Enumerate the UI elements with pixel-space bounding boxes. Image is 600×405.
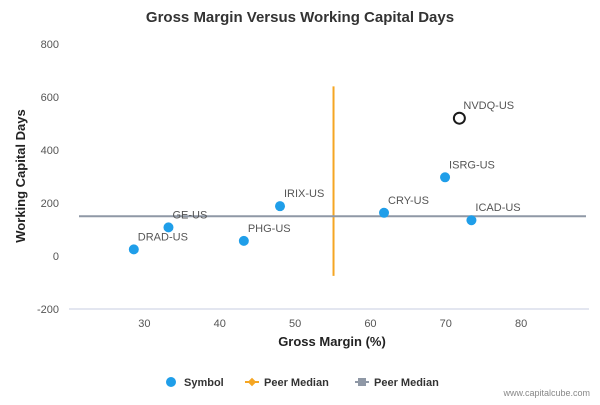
legend-label: Peer Median [374,377,439,389]
data-point [238,235,249,246]
legend-diamond-icon [247,377,257,387]
x-tick-label: 30 [138,318,150,330]
x-tick-label: 50 [289,318,301,330]
x-axis-label: Gross Margin (%) [278,334,386,349]
data-point-label: CRY-US [388,195,429,207]
data-point-label: ICAD-US [475,202,520,214]
data-point-label: PHG-US [248,223,291,235]
data-points: DRAD-US GE-US PHG-US IRIX-US CRY-US ISRG-US IC… [128,100,521,255]
legend-square-icon [358,378,366,386]
x-tick-label: 60 [364,318,376,330]
data-point [275,201,286,212]
y-tick-label: 0 [53,251,59,263]
watermark: www.capitalcube.com [502,388,590,398]
peer-median-lines [79,86,586,276]
data-point [440,172,451,183]
x-tick-label: 80 [515,318,527,330]
y-axis-label: Working Capital Days [13,109,28,242]
data-point [466,215,477,226]
data-point-highlight [452,111,466,125]
legend-dot-icon [166,377,176,387]
y-tick-label: 200 [41,198,59,210]
y-tick-label: 800 [41,39,59,51]
y-tick-labels: -200 0 200 400 600 800 [37,39,59,316]
chart-legend: Symbol Peer Median Peer Median [166,377,439,389]
data-point-label: NVDQ-US [463,100,514,112]
data-point-label: GE-US [172,209,207,221]
y-tick-label: -200 [37,304,59,316]
y-tick-label: 400 [41,145,59,157]
x-tick-label: 70 [440,318,452,330]
chart-title: Gross Margin Versus Working Capital Days [146,9,454,26]
data-point-label: DRAD-US [138,231,188,243]
data-point [379,207,390,218]
legend-label: Peer Median [264,377,329,389]
legend-label: Symbol [184,377,224,389]
x-tick-labels: 30 40 50 60 70 80 [138,318,527,330]
data-point [128,244,139,255]
data-point-label: ISRG-US [449,159,495,171]
data-point [163,222,174,233]
x-tick-label: 40 [214,318,226,330]
y-tick-label: 600 [41,92,59,104]
data-point-label: IRIX-US [284,188,324,200]
